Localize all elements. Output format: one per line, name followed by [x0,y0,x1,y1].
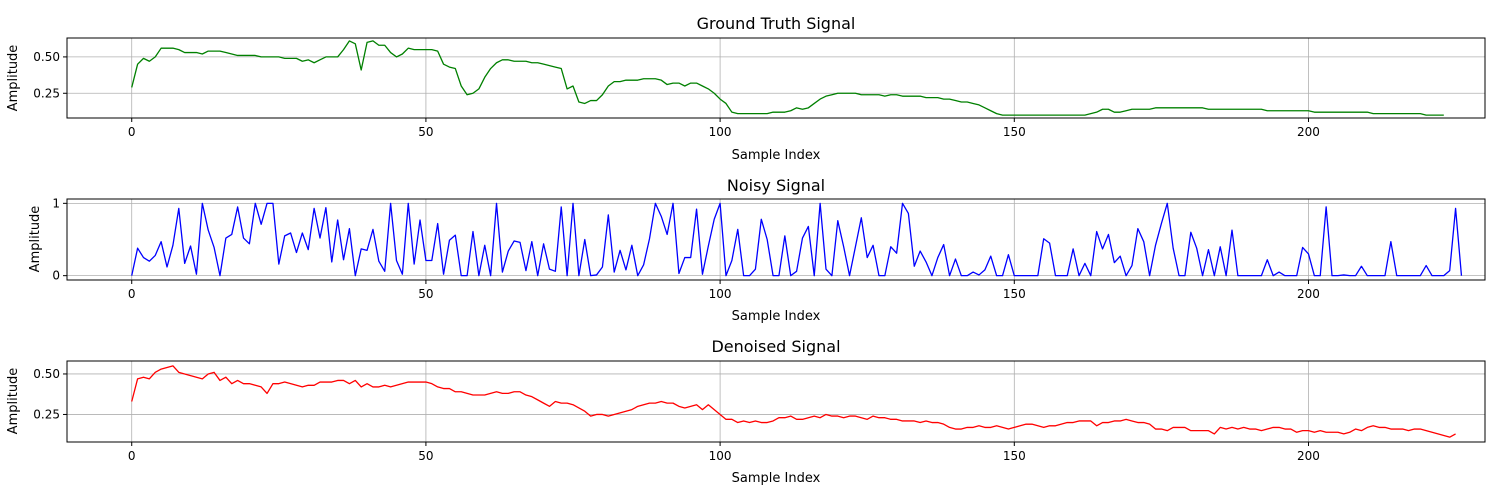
y-axis-label: Amplitude [6,45,21,112]
series-line [131,365,1456,438]
x-tick-label: 150 [1003,125,1026,139]
plot-frame [66,198,1486,281]
x-tick-label: 50 [418,287,433,301]
x-axis-label: Sample Index [732,309,821,324]
y-tick-label: 0.50 [33,50,60,64]
y-tick-label: 1 [52,196,60,210]
x-tick-label: 150 [1003,449,1026,463]
series-line [131,202,1463,277]
x-tick-label: 200 [1297,287,1320,301]
series-line [131,40,1444,116]
x-tick-label: 100 [709,125,732,139]
chart-title: Ground Truth Signal [697,14,856,33]
x-tick-label: 200 [1297,449,1320,463]
x-tick-label: 50 [418,449,433,463]
y-axis-label: Amplitude [28,206,43,273]
y-tick-label: 0.25 [33,407,60,421]
x-axis-label: Sample Index [732,148,821,163]
y-tick-label: 0 [52,269,60,283]
y-tick-label: 0.50 [33,367,60,381]
x-tick-label: 0 [128,449,136,463]
subplot-ground-truth: Ground Truth Signal Sample Index Amplitu… [6,14,1486,163]
x-tick-label: 100 [709,449,732,463]
x-tick-label: 0 [128,125,136,139]
subplot-noisy: Noisy Signal Sample Index Amplitude 0 50 1… [28,176,1486,324]
x-tick-label: 200 [1297,125,1320,139]
x-axis-label: Sample Index [732,471,821,486]
plot-frame [66,37,1486,119]
subplot-denoised: Denoised Signal Sample Index Amplitude 0… [6,337,1486,486]
y-axis-label: Amplitude [6,368,21,435]
x-tick-label: 50 [418,125,433,139]
chart-title: Denoised Signal [711,337,840,356]
chart-title: Noisy Signal [727,176,825,195]
x-tick-label: 0 [128,287,136,301]
plot-frame [66,360,1486,443]
x-tick-label: 100 [709,287,732,301]
y-tick-label: 0.25 [33,86,60,100]
x-tick-label: 150 [1003,287,1026,301]
